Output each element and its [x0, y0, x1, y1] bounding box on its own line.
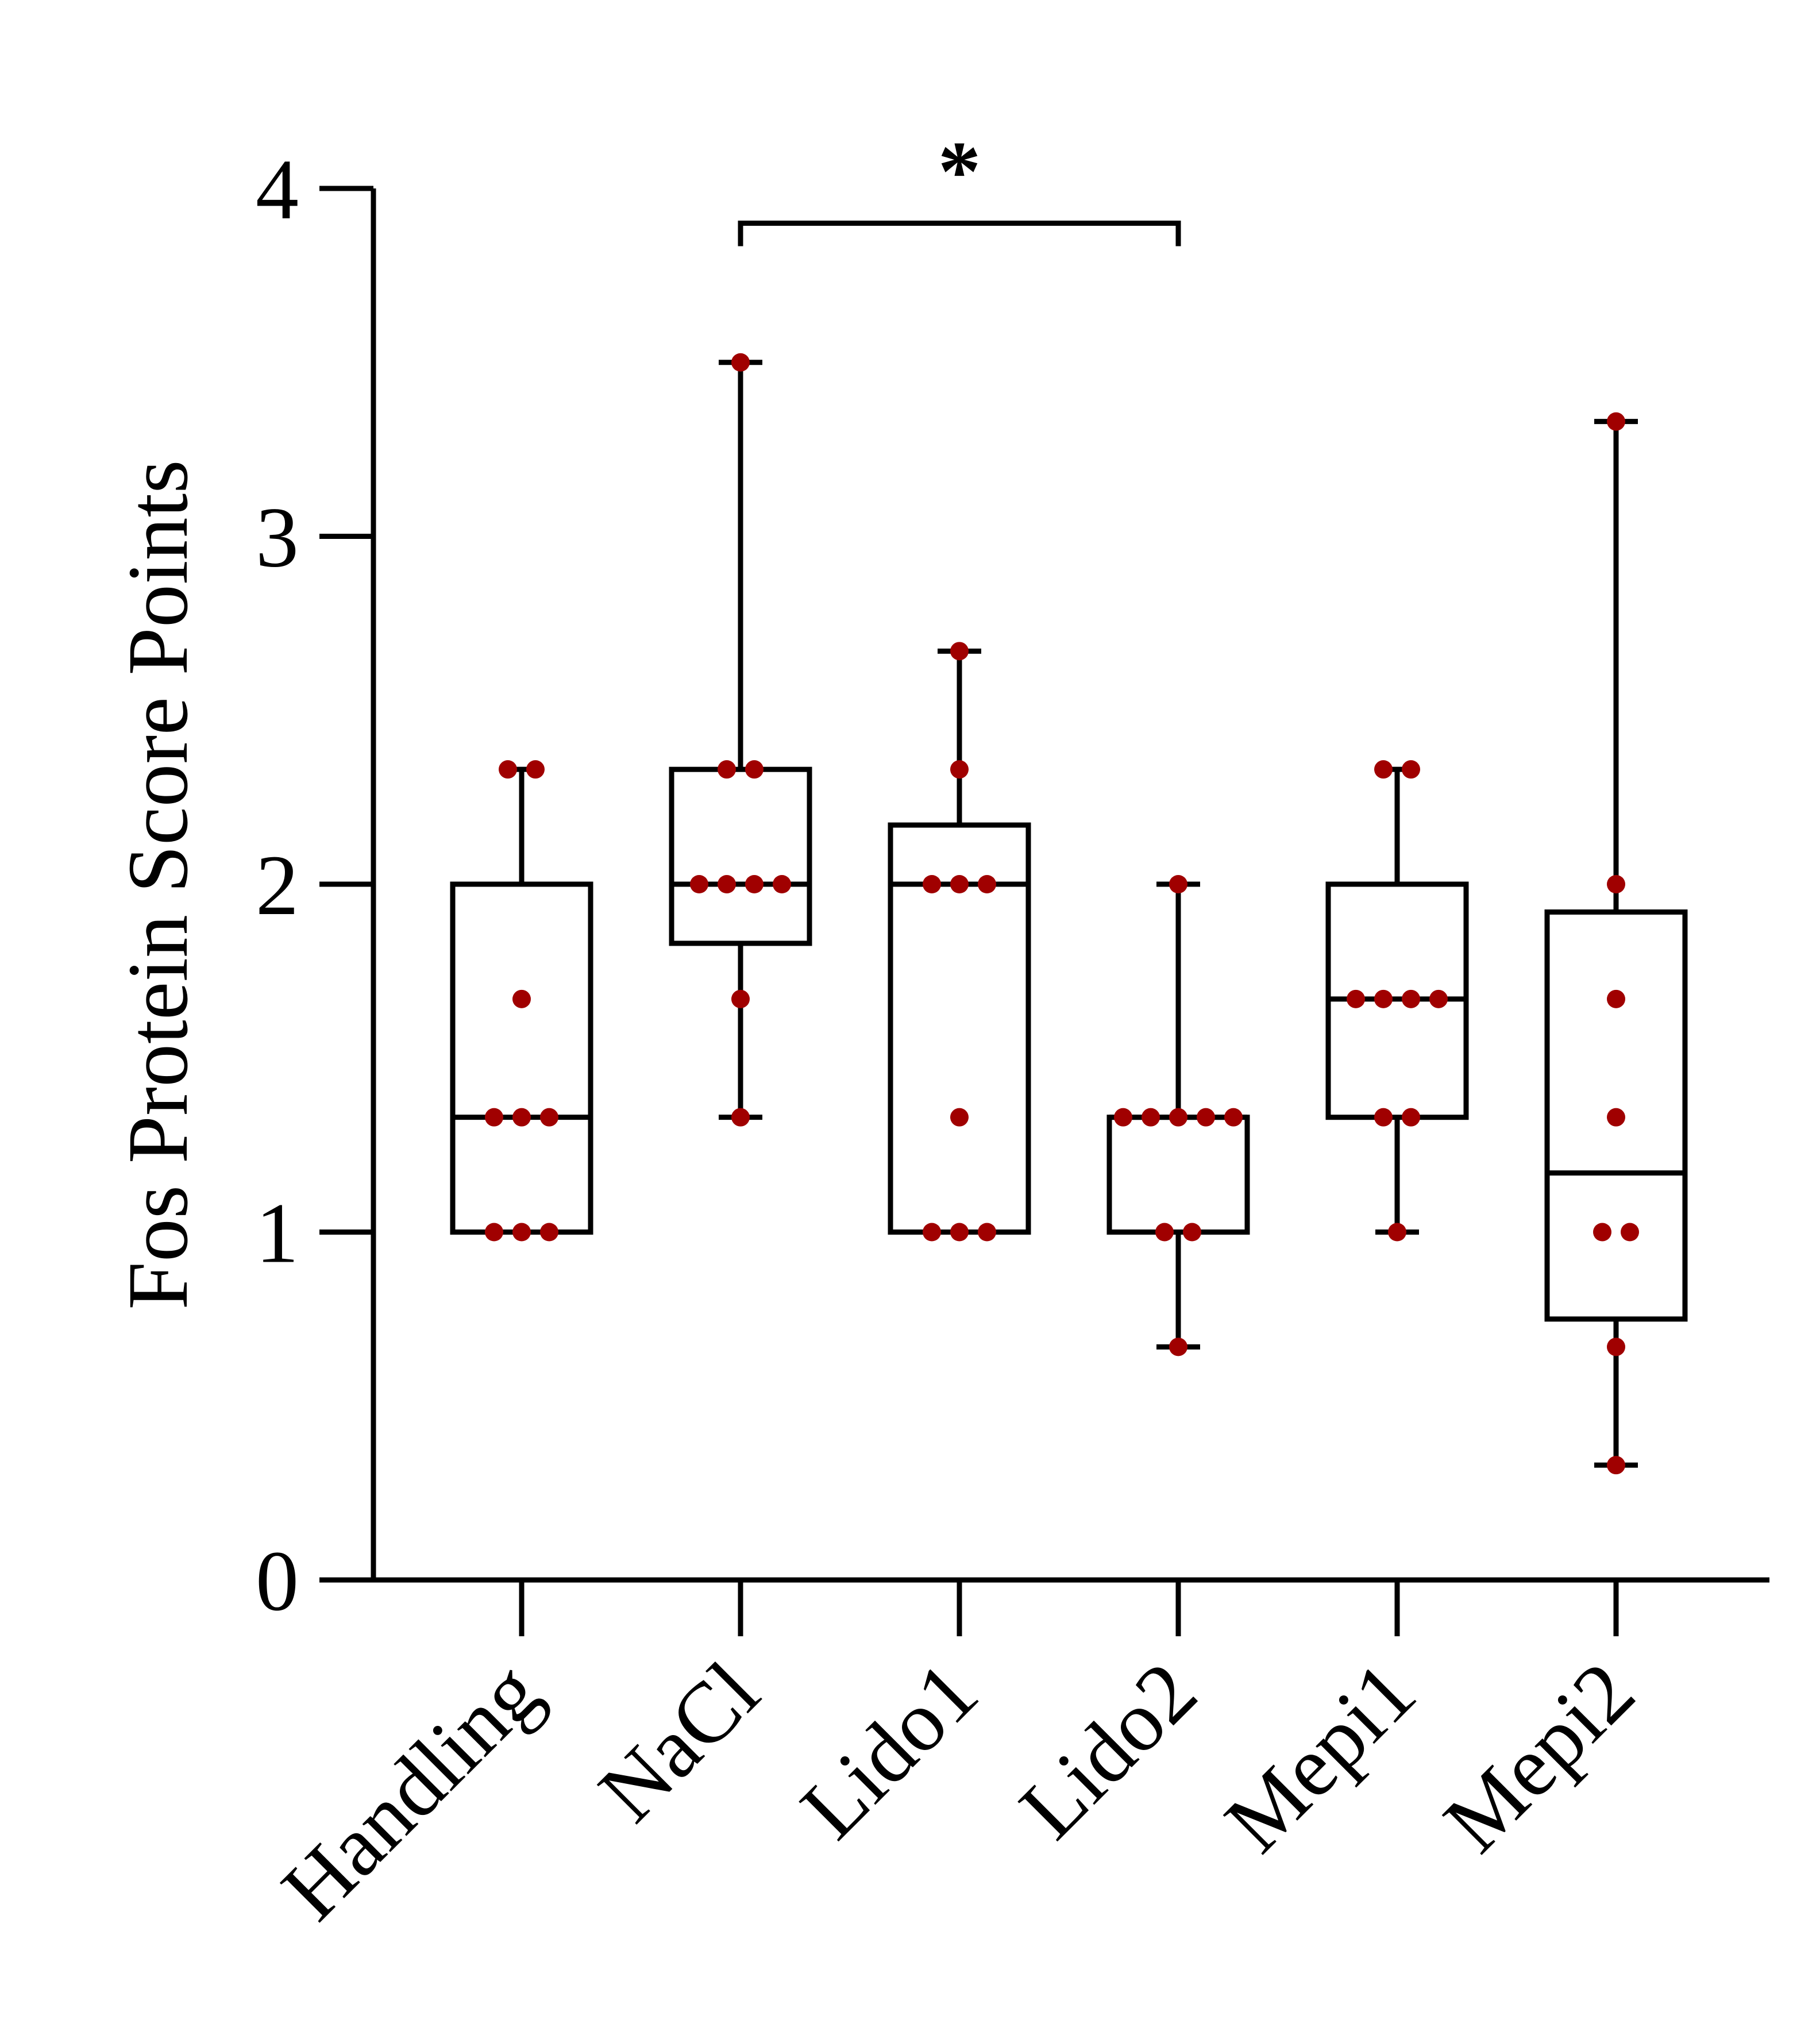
- data-point: [950, 1223, 969, 1242]
- data-point: [1607, 1456, 1625, 1475]
- y-tick-label: 4: [256, 142, 299, 237]
- significance-bracket: [738, 221, 1181, 246]
- data-point: [1607, 1338, 1625, 1356]
- data-point: [540, 1223, 558, 1242]
- data-point: [745, 875, 764, 893]
- data-point: [923, 1223, 941, 1242]
- data-point: [1169, 1338, 1187, 1356]
- data-point: [690, 875, 708, 893]
- data-point: [1183, 1223, 1201, 1242]
- data-point: [1607, 989, 1625, 1008]
- x-tick-label: Mepi2: [1426, 1644, 1652, 1870]
- data-point: [1621, 1223, 1639, 1242]
- data-point: [540, 1108, 558, 1127]
- data-point: [923, 875, 941, 893]
- data-point: [1607, 412, 1625, 431]
- data-point: [1169, 875, 1187, 893]
- data-point: [1114, 1108, 1132, 1127]
- data-point: [1374, 1108, 1393, 1127]
- x-tick-label: Lido1: [783, 1644, 996, 1857]
- box: [669, 766, 812, 946]
- y-tick-label: 1: [256, 1186, 299, 1281]
- y-tick-label: 3: [256, 490, 299, 585]
- data-point: [1402, 1108, 1420, 1127]
- x-tick-label: NaCl: [581, 1644, 777, 1840]
- data-point: [1388, 1223, 1406, 1242]
- data-point: [499, 760, 517, 779]
- data-point: [1142, 1108, 1160, 1127]
- x-tick-label: Handling: [264, 1644, 558, 1938]
- data-point: [978, 875, 996, 893]
- data-point: [731, 353, 750, 372]
- data-point: [1347, 989, 1365, 1008]
- data-point: [1169, 1108, 1187, 1127]
- data-point: [731, 1108, 750, 1127]
- data-point: [950, 642, 969, 661]
- data-point: [1374, 989, 1393, 1008]
- data-point: [512, 1108, 531, 1127]
- y-tick-label: 0: [256, 1533, 299, 1629]
- data-point: [1429, 989, 1448, 1008]
- data-point: [526, 760, 545, 779]
- box: [1106, 1115, 1250, 1235]
- data-point: [718, 875, 736, 893]
- y-tick-label: 2: [256, 838, 299, 933]
- data-point: [1607, 875, 1625, 893]
- y-ticks: 0 1 2 3 4: [256, 142, 373, 1629]
- data-point: [745, 760, 764, 779]
- x-tick-label: Mepi1: [1207, 1644, 1433, 1870]
- data-point: [1402, 760, 1420, 779]
- data-point: [1224, 1108, 1243, 1127]
- boxes: [450, 360, 1688, 1468]
- data-point: [950, 1108, 969, 1127]
- data-point: [512, 989, 531, 1008]
- data-point: [978, 1223, 996, 1242]
- box-group: [450, 766, 593, 1235]
- data-point: [485, 1223, 503, 1242]
- x-tick-label: Lido2: [1002, 1644, 1215, 1857]
- data-point: [1402, 989, 1420, 1008]
- data-point: [512, 1223, 531, 1242]
- box-group: [1544, 419, 1688, 1468]
- data-point: [773, 875, 791, 893]
- significance-label: *: [938, 124, 981, 219]
- data-point: [731, 989, 750, 1008]
- data-point: [1374, 760, 1393, 779]
- data-point: [950, 875, 969, 893]
- y-axis-label: Fos Protein Score Points: [110, 460, 206, 1309]
- data-point: [1155, 1223, 1174, 1242]
- data-points: [485, 353, 1639, 1475]
- data-point: [950, 760, 969, 779]
- data-point: [1607, 1108, 1625, 1127]
- data-point: [485, 1108, 503, 1127]
- significance-annotations: *: [738, 124, 1181, 246]
- data-point: [1197, 1108, 1215, 1127]
- data-point: [1593, 1223, 1611, 1242]
- box: [450, 881, 593, 1235]
- data-point: [718, 760, 736, 779]
- box-group: [888, 648, 1031, 1235]
